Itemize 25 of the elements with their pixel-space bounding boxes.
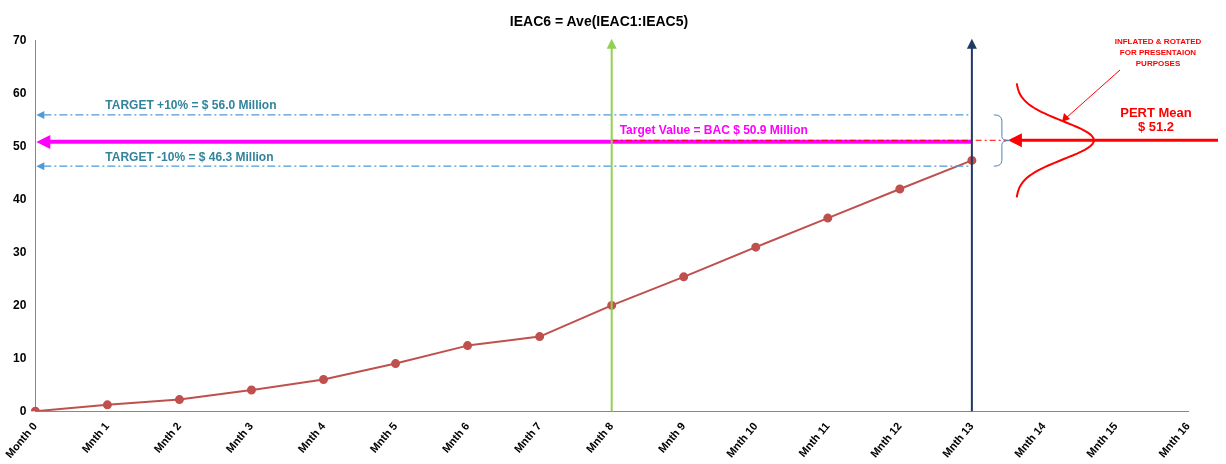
ref-line-label: PERT Mean $ 51.2 xyxy=(1120,105,1192,135)
point xyxy=(102,400,112,410)
point xyxy=(246,385,256,395)
point xyxy=(751,242,761,252)
y-tick-label: 50 xyxy=(12,138,27,153)
annotation: INFLATED & ROTATED FOR PRESENTAION PURPOSES xyxy=(1114,37,1202,69)
point xyxy=(823,213,833,223)
point xyxy=(679,272,689,282)
point xyxy=(463,341,473,351)
point xyxy=(535,332,545,342)
y-tick-label: 60 xyxy=(12,86,27,101)
chart-title: IEAC6 = Ave(IEAC1:IEAC5) xyxy=(509,13,689,30)
y-tick-label: 70 xyxy=(12,33,27,48)
y-tick-label: 20 xyxy=(12,297,27,312)
point xyxy=(391,359,401,369)
y-tick-label: 30 xyxy=(12,244,27,259)
ref-line-label: TARGET -10% = $ 46.3 Million xyxy=(105,149,274,164)
ref-line-label: Target Value = BAC $ 50.9 Million xyxy=(619,123,808,138)
y-tick-label: 0 xyxy=(19,403,27,418)
y-tick-label: 10 xyxy=(12,350,27,365)
point xyxy=(174,395,184,405)
ref-line-label: TARGET +10% = $ 56.0 Million xyxy=(105,98,277,113)
point xyxy=(319,374,329,384)
point xyxy=(895,184,905,194)
y-tick-label: 40 xyxy=(12,191,27,206)
